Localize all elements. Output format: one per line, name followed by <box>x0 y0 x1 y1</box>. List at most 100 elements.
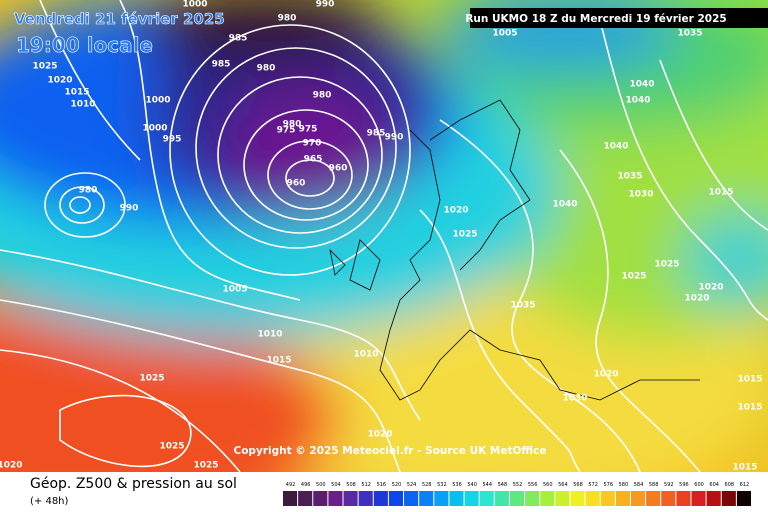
run-info: Run UKMO 18 Z du Mercredi 19 février 202… <box>465 13 726 25</box>
isobar-label: 1015 <box>732 463 757 473</box>
scale-label: 524 <box>407 482 417 488</box>
scale-swatch <box>646 491 661 506</box>
isobar-label: 1040 <box>625 96 650 106</box>
isobar-label: 980 <box>257 64 276 74</box>
scale-label: 508 <box>346 482 356 488</box>
isobar-label: 985 <box>212 60 231 70</box>
scale-label: 596 <box>679 482 689 488</box>
scale-swatch <box>509 491 525 506</box>
scale-swatch <box>479 491 494 506</box>
scale-label: 588 <box>649 482 659 488</box>
isobar-label: 960 <box>329 164 348 174</box>
scale-swatch <box>358 491 373 506</box>
scale-swatch <box>404 491 419 506</box>
scale-swatch <box>676 491 691 506</box>
isobar-label: 1025 <box>193 461 218 471</box>
footer-title: Géop. Z500 & pression au sol <box>30 476 237 492</box>
isobar-label: 1040 <box>629 80 654 90</box>
scale-label: 552 <box>513 482 523 488</box>
scale-label: 512 <box>361 482 371 488</box>
scale-swatch <box>373 491 388 506</box>
isobar-label: 1035 <box>510 301 535 311</box>
isobar-label: 1010 <box>257 330 282 340</box>
isobar-label: 1035 <box>677 29 702 39</box>
scale-swatch <box>721 491 736 506</box>
isobar-label: 990 <box>316 0 335 10</box>
forecast-date: Vendredi 21 février 2025 <box>14 10 225 28</box>
color-scale: 492 496 500 504 508 512 516 520 524 528 532 536 540 5… <box>283 482 751 506</box>
isobar-label: 1020 <box>367 430 392 440</box>
scale-label: 572 <box>588 482 598 488</box>
scale-label: 500 <box>316 482 326 488</box>
isobar-labels: 1000 990 980 985 985 980 1005 1035 1025 1020 1015 1… <box>0 0 763 473</box>
isobar-label: 980 <box>79 186 98 196</box>
isobar-label: 1010 <box>70 100 95 110</box>
scale-swatch <box>298 491 313 506</box>
isobar-label: 1020 <box>47 76 72 86</box>
isobar-label: 965 <box>304 155 323 165</box>
scale-label: 528 <box>422 482 432 488</box>
isobar-label: 990 <box>120 204 139 214</box>
scale-label: 576 <box>604 482 614 488</box>
isobar-label: 1015 <box>708 188 733 198</box>
isobar-label: 1040 <box>603 142 628 152</box>
isobar-label: 960 <box>287 179 306 189</box>
scale-label: 532 <box>437 482 447 488</box>
scale-swatch <box>615 491 630 506</box>
scale-label: 580 <box>619 482 629 488</box>
isobar-label: 975 <box>277 126 296 136</box>
scale-swatch <box>434 491 449 506</box>
isobars <box>0 0 768 472</box>
scale-swatch <box>494 491 509 506</box>
isobar-label: 1015 <box>737 403 762 413</box>
scale-label: 548 <box>498 482 508 488</box>
isobar-label: 1000 <box>142 124 167 134</box>
scale-label: 568 <box>573 482 583 488</box>
isobar-label: 985 <box>367 129 386 139</box>
scale-swatch <box>570 491 585 506</box>
scale-swatch <box>419 491 434 506</box>
isobar-label: 1020 <box>443 206 468 216</box>
scale-label: 600 <box>694 482 704 488</box>
scale-label: 516 <box>377 482 387 488</box>
isobar-label: 1020 <box>698 283 723 293</box>
scale-swatch <box>736 491 751 506</box>
isobar-label: 990 <box>385 133 404 143</box>
scale-label: 540 <box>467 482 477 488</box>
scale-swatch <box>661 491 676 506</box>
scale-swatch <box>343 491 358 506</box>
scale-swatch <box>555 491 570 506</box>
isobar-label: 1035 <box>617 172 642 182</box>
isobar-label: 975 <box>299 125 318 135</box>
scale-swatch <box>600 491 615 506</box>
scale-label: 556 <box>528 482 538 488</box>
isobar-label: 1005 <box>222 285 247 295</box>
scale-label: 592 <box>664 482 674 488</box>
isobar-label: 1000 <box>145 96 170 106</box>
scale-swatch <box>691 491 706 506</box>
scale-swatch <box>283 491 298 506</box>
scale-swatch <box>706 491 721 506</box>
scale-label: 612 <box>740 482 750 488</box>
isobar-label: 1025 <box>452 230 477 240</box>
isobar-label: 1020 <box>593 370 618 380</box>
coastlines <box>329 99 700 401</box>
isobar-label: 985 <box>229 34 248 44</box>
isobar-label: 970 <box>303 139 322 149</box>
isobar-label: 1025 <box>32 62 57 72</box>
isobar-label: 1025 <box>654 260 679 270</box>
forecast-time: 19:00 locale <box>16 33 153 57</box>
scale-label: 520 <box>392 482 402 488</box>
isobar-label: 1020 <box>684 294 709 304</box>
scale-label: 564 <box>558 482 568 488</box>
scale-swatch <box>525 491 540 506</box>
isobar-label: 1025 <box>159 442 184 452</box>
scale-swatch <box>630 491 646 506</box>
scale-label: 604 <box>709 482 719 488</box>
footer-lead: (+ 48h) <box>30 496 69 507</box>
isobar-label: 1000 <box>182 0 207 10</box>
copyright: Copyright © 2025 Meteociel.fr - Source U… <box>234 445 547 457</box>
scale-label: 536 <box>452 482 462 488</box>
